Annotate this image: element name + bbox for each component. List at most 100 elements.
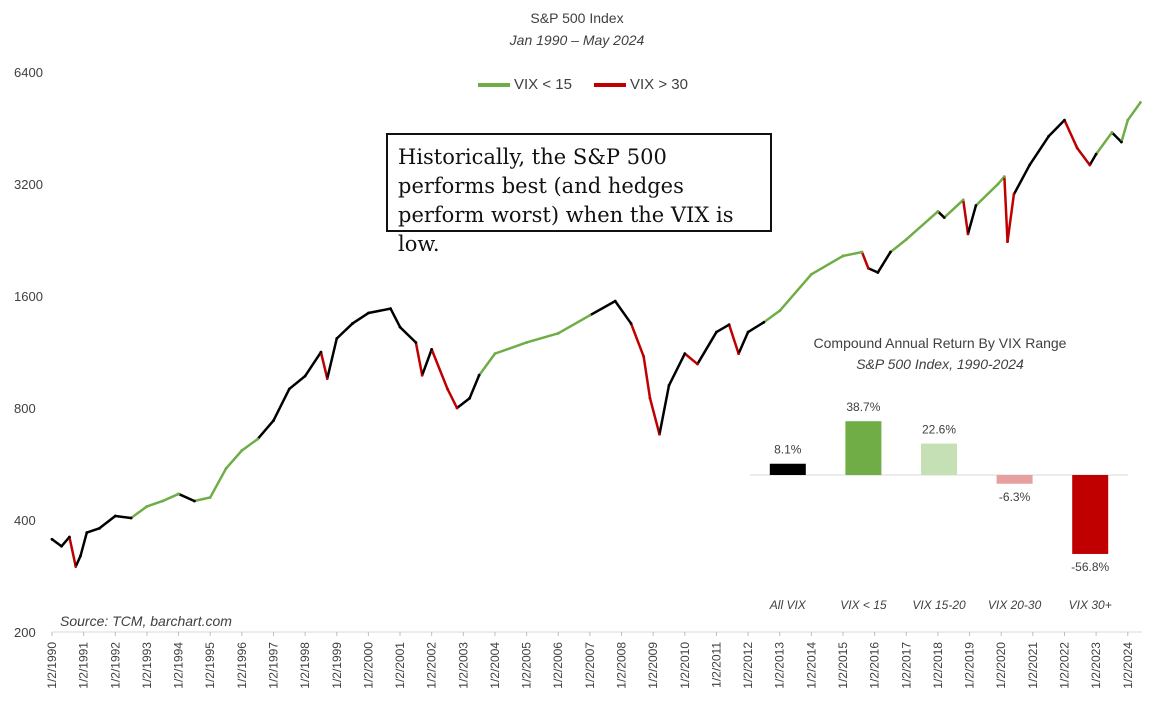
sp500-line-segment bbox=[810, 254, 845, 276]
inset-bar bbox=[769, 463, 806, 475]
sp500-line-segment bbox=[79, 531, 89, 558]
sp500-line-segment bbox=[889, 238, 908, 254]
sp500-data-point bbox=[287, 387, 291, 391]
x-tick-label: 1/2/2010 bbox=[678, 642, 692, 689]
x-tick-label: 1/2/2016 bbox=[868, 642, 882, 689]
sp500-line-segment bbox=[588, 299, 617, 317]
chart-subtitle: Jan 1990 – May 2024 bbox=[509, 32, 645, 48]
sp500-line-segment bbox=[68, 535, 77, 568]
x-tick-label: 1/2/2008 bbox=[615, 642, 629, 689]
x-tick-label: 1/2/2007 bbox=[583, 642, 597, 689]
sp500-data-point bbox=[1126, 118, 1130, 122]
sp500-data-point bbox=[85, 531, 89, 534]
sp500-line-segment bbox=[936, 210, 946, 219]
sp500-data-point bbox=[556, 331, 560, 335]
inset-category-label: VIX 30+ bbox=[1069, 598, 1112, 612]
sp500-data-point bbox=[974, 204, 978, 207]
inset-chart-title: Compound Annual Return By VIX Range bbox=[813, 335, 1067, 351]
sp500-line-segment bbox=[60, 535, 71, 548]
sp500-line-segment bbox=[420, 348, 433, 377]
sp500-line-segment bbox=[961, 198, 970, 236]
sp500-data-point bbox=[525, 341, 529, 344]
x-tick-label: 1/2/2005 bbox=[520, 642, 534, 689]
sp500-line-segment bbox=[1075, 146, 1092, 167]
x-tick-label: 1/2/1998 bbox=[298, 642, 312, 689]
inset-bar-value-label: 8.1% bbox=[774, 443, 802, 457]
x-tick-label: 1/2/2023 bbox=[1089, 642, 1103, 689]
x-tick-label: 1/2/2022 bbox=[1057, 642, 1071, 689]
inset-bar bbox=[845, 421, 882, 475]
sp500-data-point bbox=[68, 535, 71, 539]
x-tick-label: 1/2/1992 bbox=[108, 642, 122, 689]
sp500-data-point bbox=[60, 544, 63, 548]
sp500-line-segment bbox=[455, 396, 471, 410]
sp500-line-segment bbox=[696, 330, 718, 366]
sp500-line-segment bbox=[430, 348, 449, 391]
sp500-line-segment bbox=[446, 387, 459, 410]
sp500-line-segment bbox=[74, 554, 82, 568]
x-tick-label: 1/2/2004 bbox=[488, 642, 502, 689]
sp500-line-segment bbox=[161, 492, 180, 503]
sp500-data-point bbox=[208, 496, 212, 499]
inset-category-label: VIX 15-20 bbox=[912, 598, 966, 612]
sp500-line-segment bbox=[1028, 135, 1050, 167]
sp500-line-segment bbox=[778, 273, 813, 313]
sp500-data-point bbox=[335, 337, 339, 340]
sp500-line-segment bbox=[942, 198, 965, 219]
sp500-data-point bbox=[351, 322, 354, 325]
sp500-data-point bbox=[889, 250, 892, 254]
inset-bar-value-label: 22.6% bbox=[922, 423, 956, 437]
sp500-data-point bbox=[876, 271, 880, 274]
legend-item-low-vix: VIX < 15 bbox=[478, 76, 572, 93]
x-tick-label: 1/2/2013 bbox=[773, 642, 787, 689]
sp500-line-segment bbox=[1003, 175, 1009, 243]
sp500-data-point bbox=[904, 238, 908, 241]
sp500-data-point bbox=[430, 347, 434, 351]
sp500-line-segment bbox=[224, 449, 244, 470]
inset-bar-value-label: -56.8% bbox=[1071, 560, 1109, 574]
sp500-line-segment bbox=[867, 266, 880, 274]
sp500-line-segment bbox=[288, 374, 307, 391]
sp500-data-point bbox=[468, 396, 472, 400]
sp500-data-point bbox=[629, 322, 633, 325]
sp500-data-point bbox=[762, 320, 766, 324]
sp500-data-point bbox=[455, 406, 459, 410]
sp500-line-segment bbox=[1006, 193, 1016, 243]
sp500-data-point bbox=[683, 352, 687, 356]
sp500-data-point bbox=[389, 307, 392, 310]
sp500-data-point bbox=[319, 350, 323, 354]
inset-bar bbox=[996, 475, 1033, 484]
sp500-line-segment bbox=[966, 204, 978, 236]
sp500-line-segment bbox=[1126, 101, 1142, 122]
sp500-line-segment bbox=[326, 337, 339, 380]
sp500-line-segment bbox=[737, 330, 750, 355]
sp500-line-segment bbox=[319, 350, 329, 380]
sp500-data-point bbox=[866, 266, 870, 270]
sp500-line-segment bbox=[129, 505, 149, 520]
inset-category-label: VIX < 15 bbox=[840, 598, 887, 612]
y-tick-label: 800 bbox=[14, 401, 36, 416]
sp500-line-segment bbox=[762, 309, 781, 324]
sp500-data-point bbox=[996, 182, 1000, 186]
sp500-line-segment bbox=[1047, 118, 1066, 138]
sp500-line-segment bbox=[727, 323, 740, 355]
sp500-data-point bbox=[1002, 175, 1006, 178]
inset-bar-value-label: 38.7% bbox=[846, 400, 880, 414]
x-tick-label: 1/2/2017 bbox=[899, 642, 913, 689]
sp500-line-segment bbox=[1094, 131, 1114, 156]
sp500-data-point bbox=[936, 210, 940, 213]
sp500-line-segment bbox=[841, 250, 864, 258]
sp500-data-point bbox=[1063, 118, 1066, 122]
inset-category-label: VIX 20-30 bbox=[988, 598, 1042, 612]
sp500-line-segment bbox=[715, 323, 731, 334]
sp500-data-point bbox=[303, 374, 307, 378]
legend-label-high-vix: VIX > 30 bbox=[629, 76, 688, 93]
sp500-data-point bbox=[809, 272, 813, 276]
sp500-line-segment bbox=[974, 182, 1000, 207]
sp500-line-segment bbox=[303, 350, 323, 378]
x-tick-label: 1/2/1994 bbox=[172, 642, 186, 689]
sp500-data-point bbox=[746, 330, 750, 334]
sp500-data-point bbox=[145, 505, 149, 508]
y-tick-label: 200 bbox=[14, 625, 36, 640]
